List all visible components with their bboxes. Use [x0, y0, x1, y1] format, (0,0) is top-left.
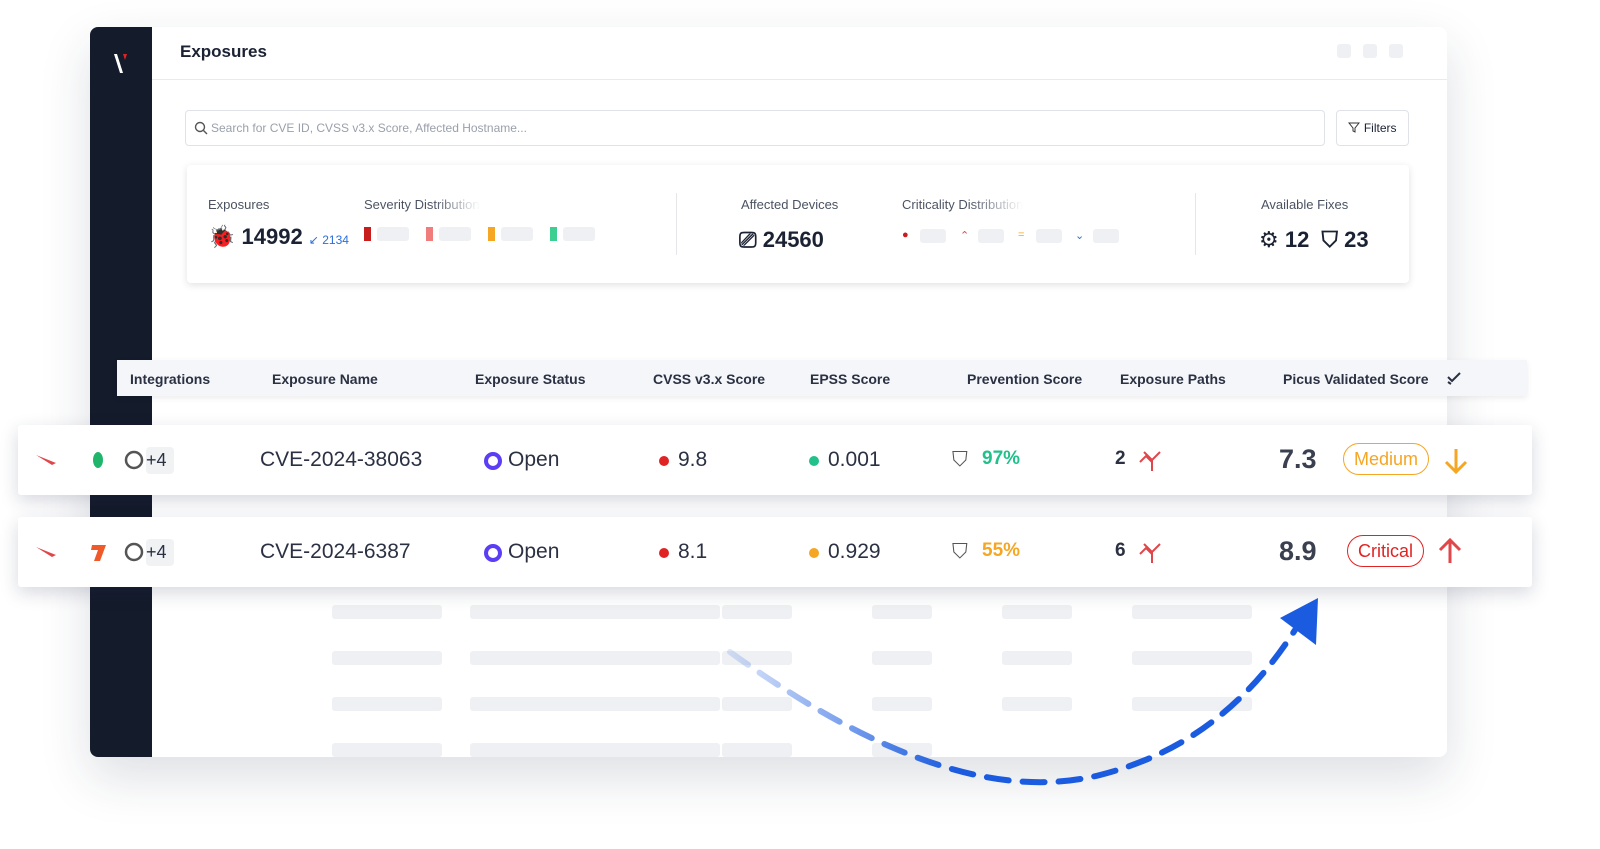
trend-down: [1444, 449, 1468, 475]
integration-icons: [36, 447, 174, 474]
column-header[interactable]: Integrations: [130, 371, 211, 387]
filters-button[interactable]: Filters: [1336, 110, 1409, 146]
devices-count: 24560: [762, 227, 824, 252]
filters-label: Filters: [1363, 121, 1397, 135]
column-header[interactable]: Exposure Paths: [1120, 371, 1226, 387]
column-header[interactable]: Prevention Score: [967, 371, 1083, 387]
exposures-delta: 2134: [322, 233, 349, 247]
exposure-paths: 2: [1115, 448, 1126, 469]
severity-pill: Critical: [1347, 535, 1425, 567]
table-row[interactable]: +4 CVE-2024-6387 Open 8.1 0.929 ⛉ 55% 6 …: [18, 517, 1532, 587]
table-row[interactable]: +4 CVE-2024-38063 Open 9.8 0.001 ⛉ 97% 2…: [18, 425, 1532, 495]
column-header[interactable]: Exposure Status: [475, 371, 586, 387]
column-header[interactable]: EPSS Score: [810, 371, 891, 387]
cvss-score: 8.1: [678, 540, 708, 563]
devices-label: Affected Devices: [741, 197, 839, 212]
fixes-patch: 12: [1284, 227, 1310, 252]
severity-label: Severity Distribution: [364, 197, 480, 212]
picus-score: 7.3: [1279, 444, 1317, 474]
exposures-value: 🐞 14992 ↙ 2134: [208, 224, 349, 249]
exposure-status: Open: [508, 448, 560, 471]
exposure-name: CVE-2024-38063: [260, 448, 423, 471]
window-controls: [1337, 44, 1407, 58]
fixes-values: ⚙ 12 ⛉ 23: [1259, 227, 1369, 252]
exposures-label: Exposures: [208, 197, 270, 212]
severity-pill: Medium: [1343, 443, 1430, 475]
cvss-score: 9.8: [678, 448, 708, 471]
search-placeholder: Search for CVE ID, CVSS v3.x Score, Affe…: [211, 121, 527, 135]
table-header: Integrations Exposure Name Exposure Stat…: [117, 360, 1527, 396]
picus-score: 8.9: [1279, 536, 1317, 566]
prevention-score: 97%: [982, 448, 1021, 469]
search-box[interactable]: Search for CVE ID, CVSS v3.x Score, Affe…: [185, 110, 1325, 146]
logo: [114, 54, 127, 73]
prevention-score: 55%: [982, 540, 1021, 561]
integrations-more: +4: [146, 542, 167, 562]
exposure-status: Open: [508, 540, 560, 563]
column-header[interactable]: Picus Validated Score: [1283, 371, 1429, 387]
devices-value: ⎚ 24560: [739, 227, 824, 252]
divider: [152, 79, 1447, 80]
integration-icons: [36, 539, 174, 566]
fixes-label: Available Fixes: [1261, 197, 1349, 212]
search-icon: [194, 121, 208, 135]
paths-icon: [1139, 543, 1161, 563]
filter-icon: [1348, 122, 1361, 133]
trend-up: [1438, 537, 1462, 563]
criticality-bars: ● ⌃ = ⌄: [902, 229, 1122, 245]
paths-icon: [1139, 451, 1161, 471]
epss-score: 0.929: [828, 540, 881, 563]
column-header[interactable]: CVSS v3.x Score: [653, 371, 766, 387]
criticality-label: Criticality Distribution: [902, 197, 1024, 212]
exposures-count: 14992: [241, 224, 303, 249]
exposure-paths: 6: [1115, 540, 1126, 561]
page-title: Exposures: [180, 42, 267, 61]
epss-score: 0.001: [828, 448, 881, 471]
divider: [1195, 193, 1196, 255]
check-icon: [1447, 372, 1461, 385]
summary-panel: Exposures 🐞 14992 ↙ 2134 Severity Distri…: [187, 165, 1409, 283]
exposure-name: CVE-2024-6387: [260, 540, 411, 563]
fixes-mitigation: 23: [1344, 227, 1369, 252]
column-header[interactable]: Exposure Name: [272, 371, 378, 387]
integrations-more: +4: [146, 450, 167, 470]
divider: [676, 193, 677, 255]
severity-bars: [364, 227, 604, 243]
